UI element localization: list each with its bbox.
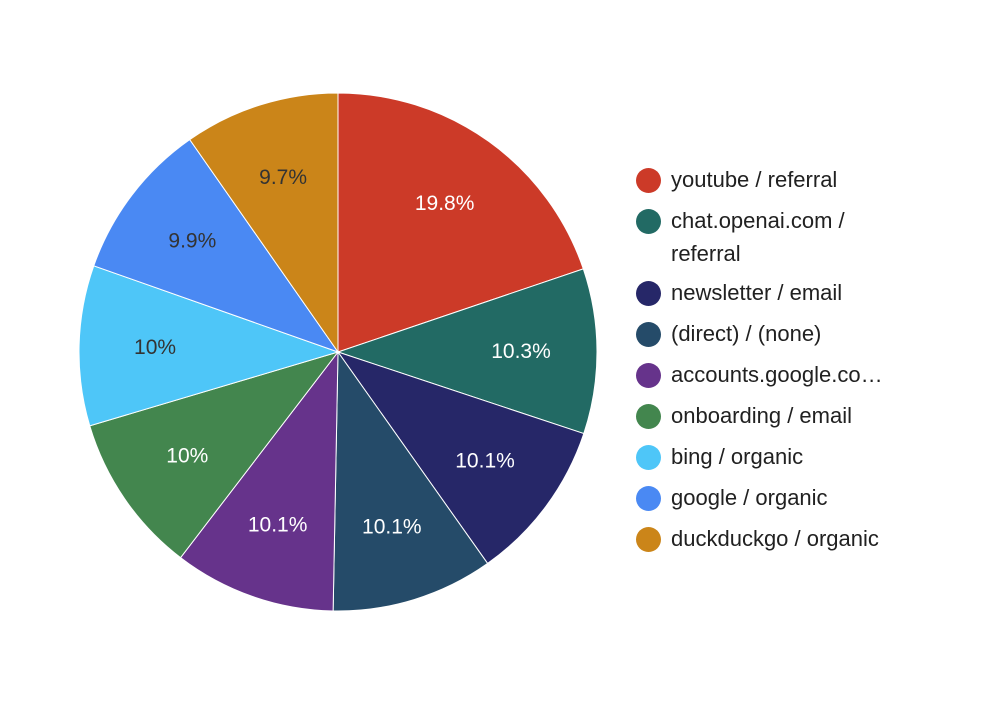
legend-item-youtube-referral[interactable]: youtube / referral [636, 166, 936, 196]
legend-label: google / organic [671, 485, 828, 510]
legend-label: bing / organic [671, 444, 804, 469]
pie-slice-onboarding-email[interactable] [89, 351, 340, 559]
pie-value-labels: 19.8% 10.3% 10.1% 10.1% 10.1% 10% 10% 9.9% 9.7% [134, 166, 551, 538]
legend-item-onboarding-email[interactable]: onboarding / email [636, 402, 936, 432]
legend-swatch [636, 486, 661, 511]
pie-value-label-newsletter-email: 10.1% [455, 449, 515, 472]
legend-label: youtube / referral [671, 167, 838, 192]
pie-value-label-onboarding-email: 10% [166, 444, 208, 467]
legend-swatch [636, 445, 661, 470]
pie-slice-direct-none[interactable] [332, 350, 489, 612]
pie-value-label-direct-none: 10.1% [362, 515, 422, 538]
legend-item-accounts-google[interactable]: accounts.google.co… [636, 361, 936, 391]
legend-swatch [636, 281, 661, 306]
pie-slice-accounts-google-co[interactable] [179, 350, 339, 612]
legend-swatch [636, 168, 661, 193]
legend-item-bing-organic[interactable]: bing / organic [636, 443, 936, 473]
legend-swatch [636, 322, 661, 347]
pie-value-label-youtube-referral: 19.8% [415, 192, 475, 215]
pie-slice-youtube-referral[interactable] [337, 92, 584, 353]
legend-label: chat.openai.com / referral [671, 208, 845, 266]
legend-label: (direct) / (none) [671, 321, 822, 346]
pie-slice-newsletter-email[interactable] [336, 351, 585, 565]
legend-swatch [636, 527, 661, 552]
legend-item-direct-none[interactable]: (direct) / (none) [636, 320, 936, 350]
legend-swatch [636, 209, 661, 234]
pie-value-label-google-organic: 9.9% [168, 230, 216, 253]
pie-slice-google-organic[interactable] [93, 138, 340, 353]
legend: youtube / referral chat.openai.com / ref… [636, 166, 936, 566]
pie-value-label-chat-openai-com-referral: 10.3% [491, 340, 551, 363]
pie-value-label-accounts-google-co: 10.1% [248, 513, 308, 536]
legend-item-newsletter-email[interactable]: newsletter / email [636, 279, 936, 309]
legend-item-google-organic[interactable]: google / organic [636, 484, 936, 514]
legend-item-duckduckgo-organic[interactable]: duckduckgo / organic [636, 525, 936, 555]
pie-value-label-bing-organic: 10% [134, 336, 176, 359]
legend-swatch [636, 404, 661, 429]
pie-slice-bing-organic[interactable] [78, 265, 340, 427]
pie-value-label-duckduckgo-organic: 9.7% [259, 166, 307, 189]
legend-label: accounts.google.co… [671, 362, 883, 387]
legend-label: newsletter / email [671, 280, 843, 305]
legend-label: duckduckgo / organic [671, 526, 879, 551]
pie-slice-chat-openai-com-referral[interactable] [336, 268, 598, 435]
legend-label: onboarding / email [671, 403, 853, 428]
legend-item-chat-openai-referral[interactable]: chat.openai.com / referral [636, 207, 936, 270]
legend-swatch [636, 363, 661, 388]
pie-slice-duckduckgo-organic[interactable] [189, 92, 339, 354]
pie-slices [78, 92, 598, 612]
